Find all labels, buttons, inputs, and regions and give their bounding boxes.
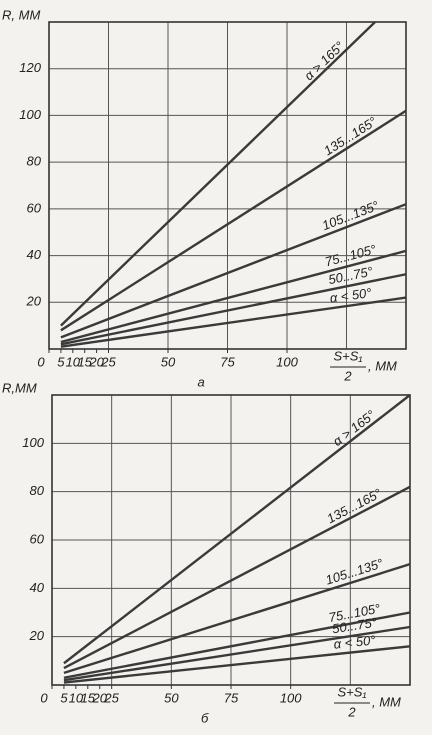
series-label: 135...165°: [321, 114, 379, 159]
x-tick-label: 75: [220, 354, 235, 369]
series-line: [60, 21, 376, 327]
x-label-unit: , ММ: [372, 694, 401, 709]
x-tick-label: 25: [103, 690, 119, 705]
y-tick-label: 80: [27, 154, 42, 169]
x-tick-label: 100: [280, 690, 302, 705]
series-line: [63, 645, 411, 684]
x-tick-label: 5: [60, 690, 68, 705]
x-tick-label: 100: [276, 354, 298, 369]
y-axis-label: R,ММ: [2, 380, 37, 395]
series-line: [60, 296, 407, 348]
subplot-label: б: [201, 710, 209, 725]
series-line: [60, 109, 407, 332]
series-line: [63, 625, 411, 682]
series-label: α < 50°: [329, 285, 373, 306]
x-label-numerator: S+S₁: [333, 348, 362, 363]
x-tick-label: 50: [161, 354, 176, 369]
x-tick-label: 25: [100, 354, 116, 369]
x-tick-label: 5: [57, 354, 65, 369]
x-tick-label: 15: [81, 690, 96, 705]
x-tick-label: 75: [224, 690, 239, 705]
series-label: 105...135°: [320, 198, 381, 233]
x-tick-label: 10: [69, 690, 84, 705]
series-label: α > 165°: [330, 407, 378, 449]
y-tick-label: 60: [30, 531, 45, 546]
x-label-denominator: 2: [343, 368, 352, 383]
series-line: [60, 203, 407, 339]
x-label-numerator: S+S₁: [337, 684, 366, 699]
x-tick-label: 10: [66, 354, 81, 369]
x-tick-label: 20: [88, 354, 104, 369]
y-tick-label: 100: [22, 435, 44, 450]
x-label-denominator: 2: [347, 704, 356, 719]
y-tick-label: 40: [27, 247, 42, 262]
x-tick-label: 15: [77, 354, 92, 369]
x-label-unit: , ММ: [368, 358, 397, 373]
y-tick-label: 40: [30, 580, 45, 595]
series-label: α > 165°: [301, 38, 347, 83]
y-axis-label: R, ММ: [2, 7, 40, 22]
y-tick-label: 80: [30, 483, 45, 498]
subplot-label: а: [198, 374, 205, 389]
series-line: [60, 273, 407, 346]
series-line: [63, 485, 411, 670]
series-line: [63, 563, 411, 675]
series-label: 50...75°: [331, 615, 378, 637]
series-label: α < 50°: [333, 632, 376, 651]
series-line: [63, 611, 411, 679]
x-tick-label: 0: [37, 354, 45, 369]
series-line: [60, 249, 407, 344]
x-tick-label: 0: [40, 690, 48, 705]
y-tick-label: 120: [19, 60, 41, 75]
x-tick-label: 50: [164, 690, 179, 705]
y-tick-label: 100: [19, 107, 41, 122]
series-line: [63, 394, 411, 665]
y-tick-label: 60: [27, 200, 42, 215]
x-tick-label: 20: [91, 690, 107, 705]
y-tick-label: 20: [26, 294, 42, 309]
y-tick-label: 20: [29, 628, 45, 643]
